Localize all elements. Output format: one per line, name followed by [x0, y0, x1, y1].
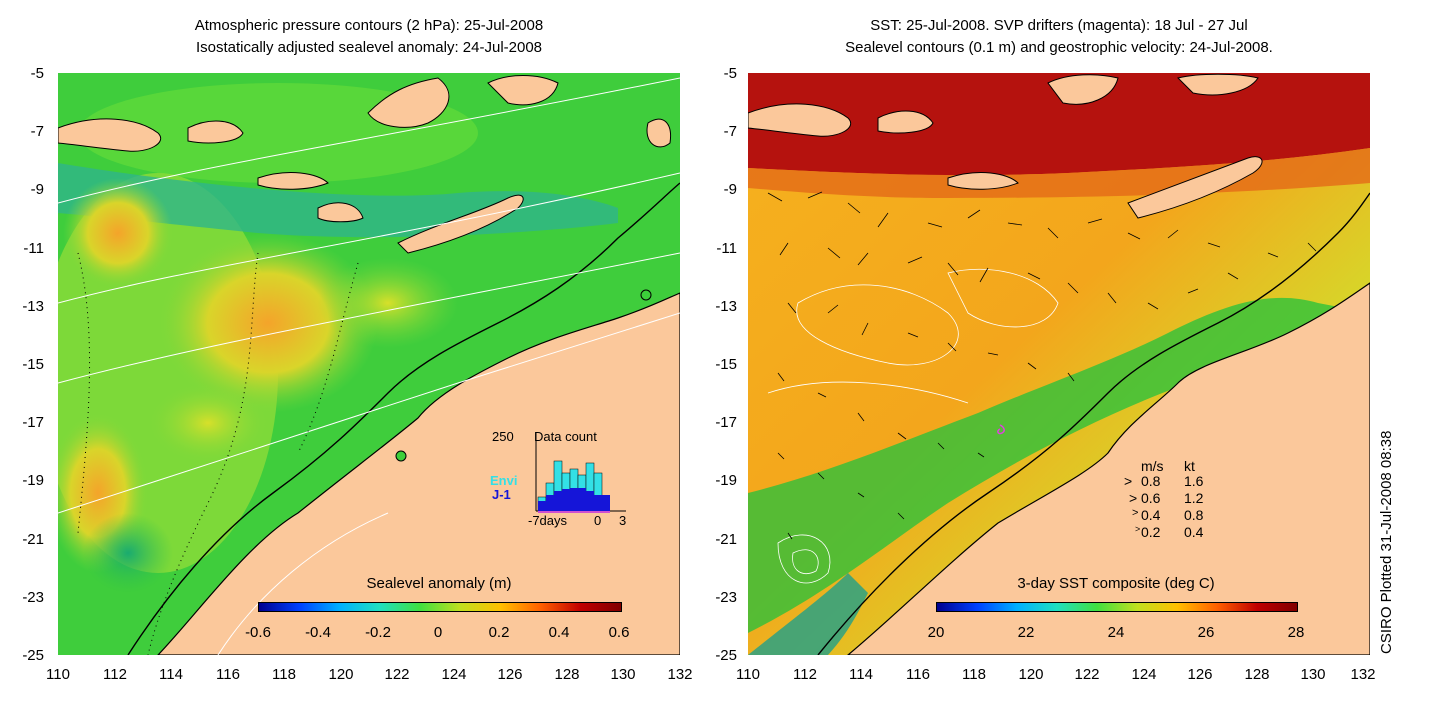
inset-legend-envi: Envi — [490, 473, 518, 488]
vector-legend-arrow-2: > — [1132, 507, 1139, 519]
right-y-tick: -11 — [716, 240, 737, 257]
sealevel-anomaly-map[interactable]: 250 Data count Envi J-1 -7days 0 3 Seale… — [58, 73, 680, 655]
inset-ymax-label: 250 — [492, 429, 514, 444]
right-x-tick: 130 — [1300, 666, 1326, 683]
right-x-tick: 126 — [1187, 666, 1213, 683]
left-y-tick: -9 — [30, 181, 44, 198]
right-y-tick: -5 — [723, 65, 737, 82]
left-x-tick: 132 — [667, 666, 693, 683]
sealevel-anomaly-map-graphic — [58, 73, 680, 655]
left-colorbar-tick: -0.2 — [365, 624, 391, 641]
left-x-tick: 120 — [328, 666, 354, 683]
left-colorbar-tick: -0.4 — [305, 624, 331, 641]
left-x-tick: 124 — [441, 666, 467, 683]
vector-legend-ms: 0.8 — [1141, 473, 1161, 489]
left-y-tick: -21 — [22, 531, 44, 548]
left-x-tick: 110 — [46, 666, 70, 683]
left-x-tick: 114 — [159, 666, 183, 683]
right-colorbar — [936, 602, 1298, 612]
right-colorbar-tick: 20 — [927, 624, 945, 641]
inset-histogram — [535, 433, 626, 513]
left-y-tick: -11 — [23, 240, 44, 257]
right-colorbar-tick: 24 — [1107, 624, 1125, 641]
left-x-tick: 122 — [384, 666, 410, 683]
left-x-tick: 128 — [554, 666, 580, 683]
left-x-tick: 130 — [610, 666, 636, 683]
right-y-tick: -25 — [715, 647, 737, 664]
right-colorbar-tick: 28 — [1287, 624, 1305, 641]
right-x-tick: 132 — [1350, 666, 1376, 683]
vector-legend-arrow-1: > — [1129, 490, 1138, 506]
left-x-tick: 112 — [103, 666, 127, 683]
left-y-tick: -17 — [22, 414, 44, 431]
left-colorbar — [258, 602, 622, 612]
left-y-tick: -15 — [22, 356, 44, 373]
vector-legend-kt: 1.2 — [1184, 490, 1204, 506]
inset-legend-j1: J-1 — [492, 487, 511, 502]
right-y-tick: -13 — [715, 298, 737, 315]
right-y-tick: -23 — [715, 589, 737, 606]
vector-legend-arrow-0: > — [1124, 473, 1133, 489]
left-y-tick: -5 — [30, 65, 44, 82]
right-y-tick: -7 — [723, 123, 737, 140]
vector-legend-kt: 0.8 — [1184, 507, 1204, 523]
right-x-tick: 118 — [962, 666, 986, 683]
vector-legend-ms: 0.2 — [1141, 524, 1161, 540]
right-x-tick: 110 — [736, 666, 760, 683]
vector-legend-kt: 0.4 — [1184, 524, 1204, 540]
vector-legend-header-kt: kt — [1184, 458, 1195, 474]
left-colorbar-tick: 0.2 — [488, 624, 510, 641]
inset-x-zero: 0 — [594, 513, 602, 528]
left-y-tick: -25 — [22, 647, 44, 664]
vector-legend-arrow-3: > — [1135, 524, 1141, 534]
right-y-tick: -9 — [723, 181, 737, 198]
right-y-tick: -19 — [715, 472, 737, 489]
right-y-tick: -17 — [715, 414, 737, 431]
vector-legend-header-ms: m/s — [1141, 458, 1164, 474]
left-title-line2: Isostatically adjusted sealevel anomaly:… — [195, 39, 543, 56]
left-colorbar-tick: 0.6 — [608, 624, 630, 641]
right-title-line1: SST: 25-Jul-2008. SVP drifters (magenta)… — [870, 17, 1248, 34]
left-y-tick: -23 — [22, 589, 44, 606]
left-x-tick: 116 — [216, 666, 240, 683]
left-colorbar-tick: -0.6 — [245, 624, 271, 641]
right-colorbar-title: 3-day SST composite (deg C) — [1017, 575, 1215, 592]
right-x-tick: 124 — [1131, 666, 1157, 683]
right-x-tick: 116 — [906, 666, 930, 683]
inset-x-end: 3 — [619, 513, 627, 528]
sst-map-graphic — [748, 73, 1370, 655]
right-x-tick: 114 — [849, 666, 873, 683]
left-colorbar-tick: 0.4 — [548, 624, 570, 641]
inset-title: Data count — [534, 429, 597, 444]
vector-legend-kt: 1.6 — [1184, 473, 1204, 489]
right-y-tick: -15 — [715, 356, 737, 373]
right-colorbar-tick: 26 — [1197, 624, 1215, 641]
plotted-timestamp: CSIRO Plotted 31-Jul-2008 08:38 — [1378, 430, 1395, 654]
right-x-tick: 128 — [1244, 666, 1270, 683]
left-y-tick: -19 — [22, 472, 44, 489]
left-x-tick: 126 — [497, 666, 523, 683]
left-y-tick: -13 — [22, 298, 44, 315]
left-colorbar-tick: 0 — [433, 624, 443, 641]
vector-legend-ms: 0.4 — [1141, 507, 1161, 523]
vector-legend-ms: 0.6 — [1141, 490, 1161, 506]
left-x-tick: 118 — [272, 666, 296, 683]
right-title-line2: Sealevel contours (0.1 m) and geostrophi… — [845, 39, 1273, 56]
inset-x-start: -7days — [528, 513, 568, 528]
right-x-tick: 112 — [793, 666, 817, 683]
right-x-tick: 122 — [1074, 666, 1100, 683]
right-y-tick: -21 — [715, 531, 737, 548]
right-x-tick: 120 — [1018, 666, 1044, 683]
left-y-tick: -7 — [30, 123, 44, 140]
left-colorbar-title: Sealevel anomaly (m) — [366, 575, 512, 592]
left-title-line1: Atmospheric pressure contours (2 hPa): 2… — [194, 17, 544, 34]
right-colorbar-tick: 22 — [1017, 624, 1035, 641]
sst-map[interactable]: m/s kt > 0.8 1.6 > 0.6 1.2 > 0.4 0.8 > 0… — [748, 73, 1370, 655]
